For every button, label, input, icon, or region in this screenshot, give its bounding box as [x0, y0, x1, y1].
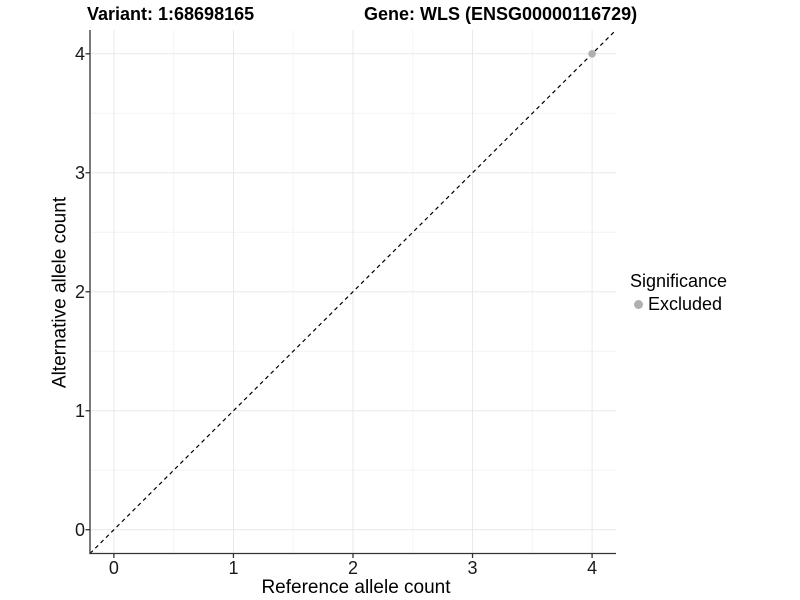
plot-title-variant: Variant: 1:68698165	[87, 4, 255, 24]
x-tick-label-2: 2	[347, 558, 358, 578]
x-tick-label-4: 4	[587, 558, 598, 578]
y-tick-label-3: 3	[74, 162, 85, 183]
x-tick-label-1: 1	[228, 558, 239, 578]
y-tick-label-1: 1	[74, 400, 85, 421]
data-point-excluded	[588, 49, 596, 58]
x-axis-title: Reference allele count	[261, 577, 451, 598]
legend-title: Significance	[630, 271, 728, 291]
identity-reference-line	[89, 29, 617, 554]
y-axis-title: Alternative allele count	[49, 196, 71, 389]
x-tick-label-0: 0	[108, 558, 119, 578]
plot-title-gene: Gene: WLS (ENSG00000116729)	[364, 4, 638, 24]
legend-entry-label: Excluded	[648, 294, 723, 314]
y-tick-label-2: 2	[74, 281, 85, 302]
x-tick-label-3: 3	[467, 558, 478, 578]
y-tick-label-0: 0	[74, 519, 85, 540]
legend: Significance Excluded	[630, 270, 727, 315]
y-tick-label-4: 4	[74, 43, 85, 64]
legend-entry-excluded: Excluded	[630, 293, 727, 315]
legend-point-swatch	[634, 299, 643, 309]
